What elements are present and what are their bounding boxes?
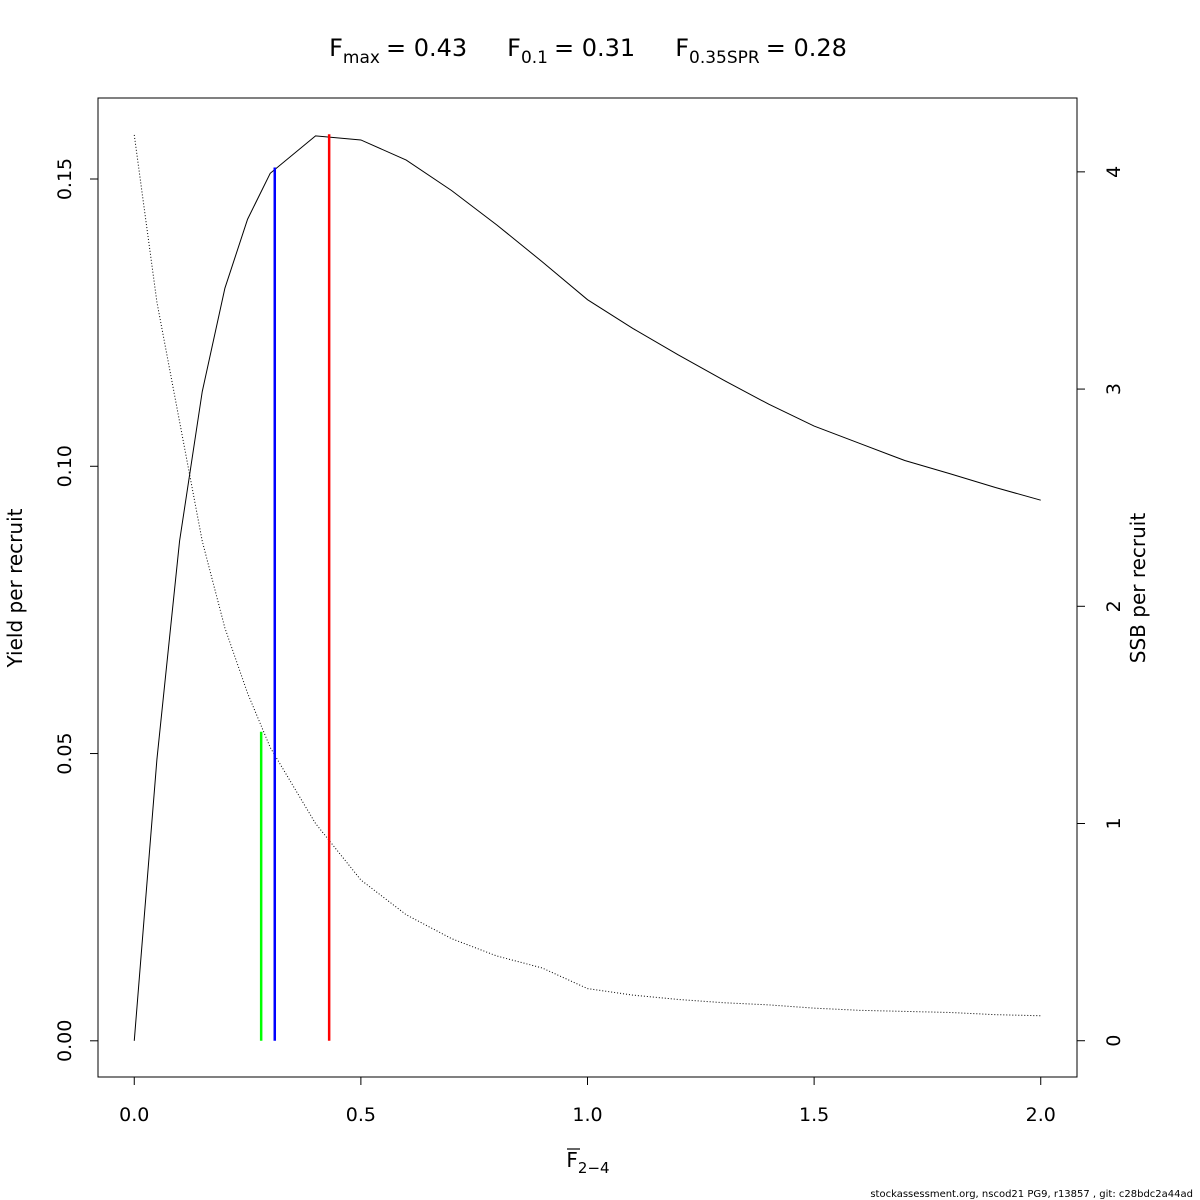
y2-tick-label: 4	[1103, 166, 1125, 178]
title-subscript: max	[343, 48, 380, 68]
title-value: = 0.43	[386, 34, 467, 62]
title-symbol: F	[675, 34, 689, 62]
x-tick-label: 0.0	[119, 1104, 149, 1126]
y2-tick-label: 2	[1103, 600, 1125, 612]
x-tick-label: 2.0	[1026, 1104, 1056, 1126]
y-tick-label: 0.00	[54, 1020, 76, 1062]
title-value: = 0.31	[554, 34, 635, 62]
x-label-subscript: 2−4	[578, 1159, 610, 1177]
title-symbol: F	[329, 34, 343, 62]
y-tick-label: 0.10	[54, 445, 76, 487]
title-subscript: 0.35SPR	[689, 48, 760, 68]
x-tick-label: 1.0	[572, 1104, 602, 1126]
footer: stockassessment.org, nscod21 PG9, r13857…	[870, 1189, 1193, 1200]
plot-frame	[97, 97, 1078, 1078]
y2-axis-label: SSB per recruit	[1126, 513, 1150, 664]
y-axis-label: Yield per recruit	[3, 508, 27, 668]
series-line	[133, 134, 1041, 1017]
y-tick-label: 0.15	[54, 158, 76, 200]
x-label-symbol: F	[566, 1148, 578, 1172]
title-subscript: 0.1	[521, 48, 548, 68]
y-tick-label: 0.05	[54, 732, 76, 774]
y2-tick-label: 0	[1103, 1035, 1125, 1047]
title-symbol: F	[507, 34, 521, 62]
series-line	[133, 135, 1041, 1041]
x-tick-label: 0.5	[346, 1104, 376, 1126]
x-axis-label: F2−4	[566, 1148, 609, 1177]
x-tick-label: 1.5	[799, 1104, 829, 1126]
y2-tick-label: 3	[1103, 383, 1125, 395]
y2-tick-label: 1	[1103, 817, 1125, 829]
title-value: = 0.28	[766, 34, 847, 62]
chart-title: Fmax = 0.43 F0.1 = 0.31 F0.35SPR = 0.28	[329, 34, 847, 68]
